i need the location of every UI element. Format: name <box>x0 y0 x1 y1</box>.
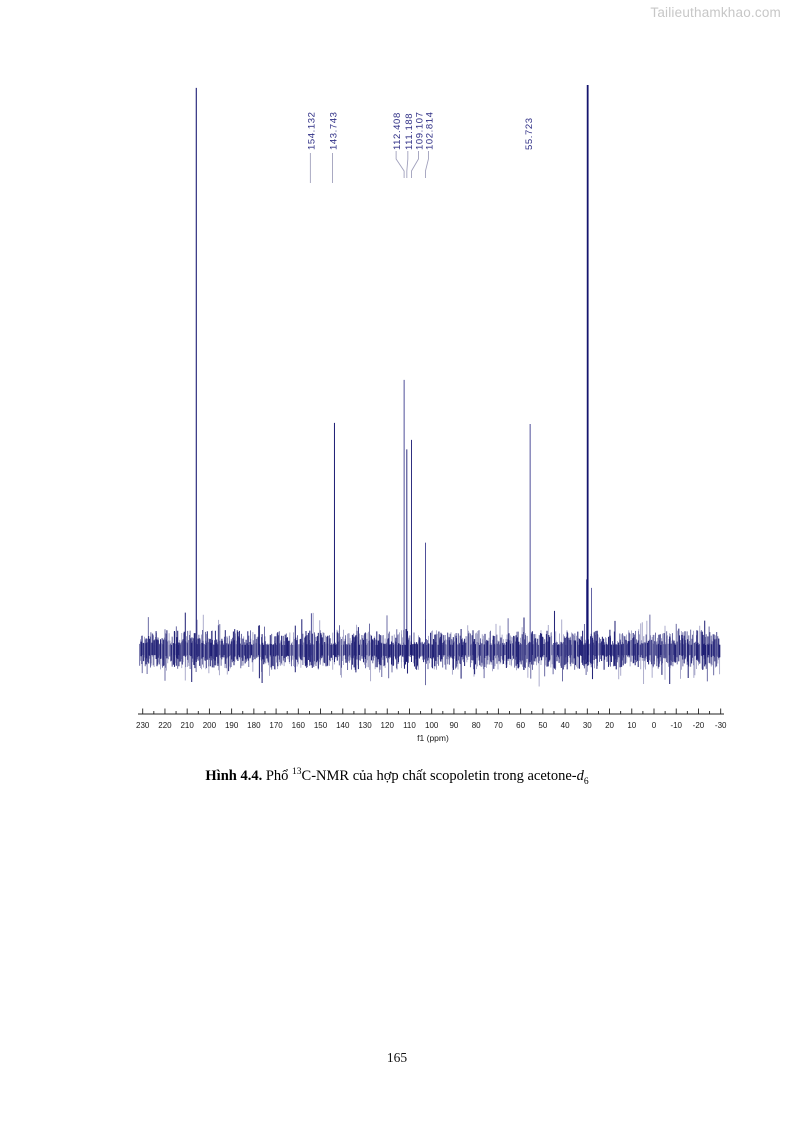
axis-tick-label: 20 <box>605 721 614 730</box>
axis-tick-label: -20 <box>693 721 705 730</box>
axis-tick-label: -10 <box>670 721 682 730</box>
axis-tick-label: 10 <box>627 721 636 730</box>
watermark-text: Tailieuthamkhao.com <box>650 5 781 20</box>
figure-caption-isotope: 13 <box>292 767 302 778</box>
peak-label: 102.814 <box>424 111 435 150</box>
axis-tick-label: 0 <box>652 721 657 730</box>
page-number: 165 <box>386 1050 408 1065</box>
axis-tick-label: 90 <box>449 721 458 730</box>
nmr-spectrum-figure: 154.132 143.743 112.408 111.188 109.107 102.8… <box>136 85 727 743</box>
axis-tick-label: 200 <box>203 721 217 730</box>
axis-tick-label: 50 <box>538 721 547 730</box>
peak-leader-line <box>395 151 405 178</box>
peaks <box>195 85 592 662</box>
peak-label: 154.132 <box>306 111 317 150</box>
axis-tick-label: -30 <box>715 721 727 730</box>
peak-label: 109.107 <box>414 111 425 150</box>
axis-tick-label: 40 <box>561 721 570 730</box>
noise-band <box>139 610 721 687</box>
axis-title: f1 (ppm) <box>417 733 449 743</box>
peak-leader-line <box>411 151 419 178</box>
peak-leader-line <box>406 151 409 178</box>
nmr-spectrum-svg: 154.132 143.743 112.408 111.188 109.107102.8… <box>136 85 727 743</box>
axis-tick-label: 210 <box>180 721 194 730</box>
axis-tick-label: 120 <box>381 721 395 730</box>
figure-caption-solvent: d <box>576 768 584 784</box>
figure-caption-solvent-sub: 6 <box>583 776 589 787</box>
axis-tick-label: 100 <box>425 721 439 730</box>
figure-caption: Hình 4.4. Phổ 13C-NMR của hợp chất scopo… <box>0 767 794 787</box>
axis-tick-label: 150 <box>314 721 328 730</box>
axis-tick-label: 230 <box>136 721 150 730</box>
axis-tick-label: 190 <box>225 721 239 730</box>
axis-tick-label: 180 <box>247 721 261 730</box>
axis-tick-label: 60 <box>516 721 525 730</box>
peak-labels: 154.132 143.743 112.408 111.188 109.107102.8… <box>306 111 535 183</box>
axis-tick-label: 140 <box>336 721 350 730</box>
axis-tick-label: 110 <box>403 721 416 730</box>
axis-tick-label: 220 <box>158 721 172 730</box>
x-axis: 230 220 210 200 190 180 170 160 150 140 130 120 110 1… <box>136 708 727 743</box>
figure-caption-pre: Phổ <box>262 768 293 784</box>
peak-label: 112.408 <box>392 112 403 150</box>
axis-tick-label: 160 <box>292 721 306 730</box>
figure-caption-body: C-NMR của hợp chất scopoletin trong acet… <box>301 768 577 784</box>
axis-tick-label: 70 <box>494 721 503 730</box>
axis-tick-label: 130 <box>358 721 372 730</box>
axis-tick-label: 80 <box>472 721 481 730</box>
peak-label: 55.723 <box>524 117 535 150</box>
noise-strokes <box>140 610 721 684</box>
peak-leader-line <box>424 151 429 178</box>
axis-tick-label: 170 <box>269 721 283 730</box>
peak-label: 111.188 <box>404 113 415 150</box>
axis-tick-label: 30 <box>583 721 592 730</box>
peak-label: 143.743 <box>328 111 339 150</box>
figure-caption-number: Hình 4.4. <box>205 768 263 784</box>
